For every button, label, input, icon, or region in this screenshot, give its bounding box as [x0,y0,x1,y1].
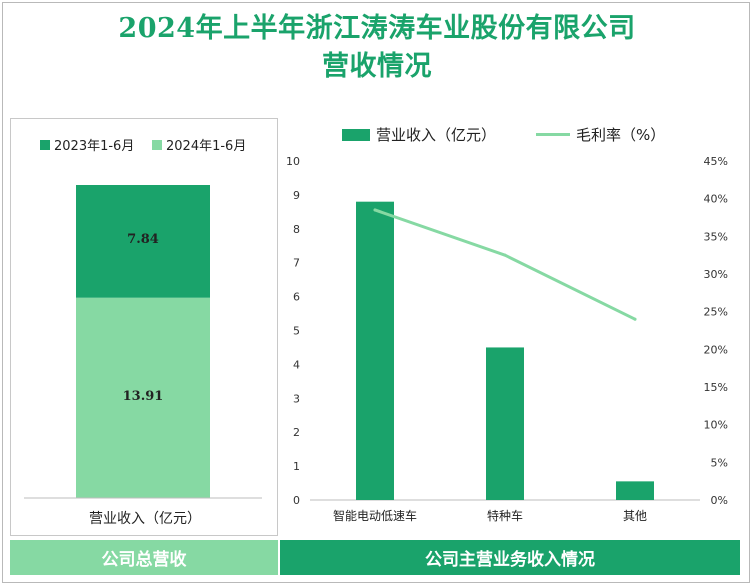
right-tick-label: 25% [704,306,728,319]
gross-margin-point [373,208,377,212]
left-tick-label: 7 [293,257,300,270]
legend-label-2023: 2023年1-6月 [54,139,135,154]
right-tick-label: 10% [704,419,728,432]
data-label-2024: 13.91 [122,388,164,404]
gross-margin-point [633,317,637,321]
left-x-axis-label: 营业收入（亿元） [89,511,201,527]
left-tick-label: 1 [293,460,300,473]
category-label: 特种车 [487,508,523,523]
legend-2024: 2024年1-6月 [152,135,246,154]
bar-2024 [76,297,210,498]
left-tick-label: 6 [293,291,300,304]
legend-swatch-revenue [342,128,370,141]
right-tick-label: 15% [704,381,728,394]
left-tick-label: 10 [286,155,300,168]
left-tick-label: 9 [293,189,300,202]
left-tick-label: 4 [293,358,300,371]
revenue-bar [356,201,394,500]
gross-margin-point [503,253,507,257]
left-tick-label: 3 [293,392,300,405]
left-tick-label: 5 [293,325,300,338]
right-tick-label: 0% [711,494,728,507]
right-tick-label: 30% [704,268,728,281]
left-tick-label: 2 [293,426,300,439]
footer-total-revenue: 公司总营收 [10,540,278,575]
bar-2023 [76,185,210,298]
gross-margin-line [373,208,637,321]
chart-title: 2024年上半年浙江涛涛车业股份有限公司 营收情况 [0,10,754,86]
title-line-2: 营收情况 [322,51,432,82]
data-label-2023: 7.84 [127,232,159,248]
legend-margin: 毛利率（%） [536,124,665,145]
left-tick-label: 0 [293,494,300,507]
legend-label-2024: 2024年1-6月 [166,139,247,154]
category-label: 其他 [623,509,647,523]
left-tick-label: 8 [293,223,300,236]
footer-business-revenue: 公司主营业务收入情况 [280,540,740,575]
category-label: 智能电动低速车 [333,508,417,523]
legend-line-margin [536,133,570,136]
right-tick-label: 35% [704,230,728,243]
revenue-bar [486,347,524,500]
right-tick-label: 45% [704,155,728,168]
legend-label-margin: 毛利率（%） [576,126,666,144]
title-line-1: 2024年上半年浙江涛涛车业股份有限公司 [118,13,636,44]
legend-revenue: 营业收入（亿元） [342,124,496,145]
right-tick-label: 20% [704,343,728,356]
legend-2023: 2023年1-6月 [40,135,134,154]
revenue-bar [616,481,654,500]
legend-label-revenue: 营业收入（亿元） [376,126,497,144]
right-tick-label: 40% [704,193,728,206]
right-tick-label: 5% [711,456,728,469]
legend-swatch-2024 [152,139,162,150]
legend-swatch-2023 [40,139,50,150]
